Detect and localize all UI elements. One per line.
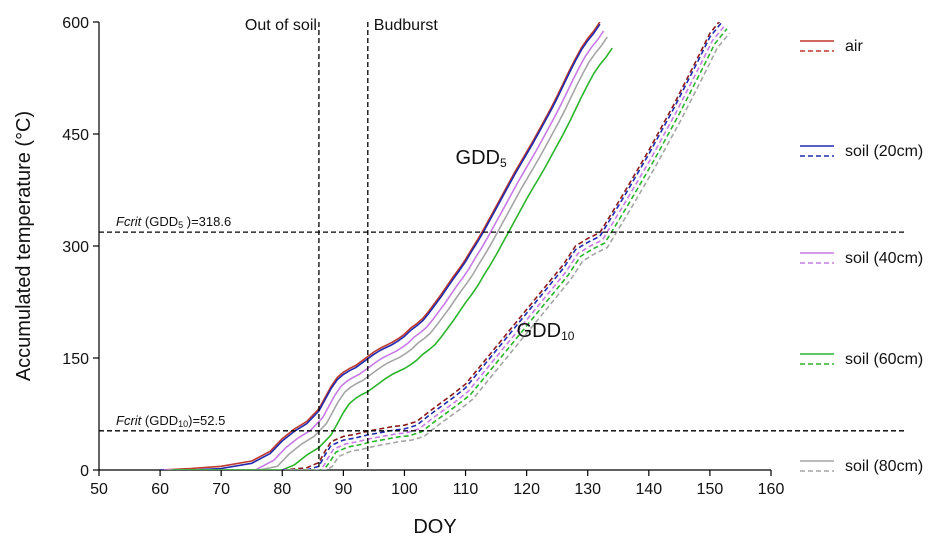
legend-label: soil (80cm)	[845, 458, 923, 475]
series-line-gdd5-soil-80cm	[167, 36, 608, 470]
x-axis-title: DOY	[413, 516, 456, 538]
series-line-gdd5-soil-20cm	[160, 23, 601, 470]
out-of-soil-label: Out of soil	[245, 17, 317, 34]
x-tick-label: 110	[453, 481, 479, 498]
group-label-gdd5: GDD5	[456, 147, 507, 170]
x-ticks: 50 60 70 80 90 100 110 120 130 140 150 160	[90, 470, 784, 498]
series-line-gdd5-soil-60cm	[172, 47, 613, 470]
group-label-gdd10: GDD10	[517, 320, 575, 343]
fcrit-sub: 10	[178, 419, 188, 429]
legend-label: soil (40cm)	[845, 250, 923, 267]
y-tick-label: 300	[62, 239, 89, 256]
axes	[98, 22, 771, 471]
x-tick-label: 80	[273, 481, 291, 498]
x-tick-label: 50	[90, 481, 108, 498]
fcrit-close: )=52.5	[188, 413, 225, 428]
y-tick-label: 600	[62, 15, 89, 32]
group-label-main: GDD	[517, 320, 561, 342]
fcrit-label-0: Fcrit (GDD5 )=318.6	[116, 214, 231, 230]
x-tick-label: 120	[513, 481, 540, 498]
x-tick-label: 150	[697, 481, 724, 498]
fcrit-open: (GDD	[141, 413, 178, 428]
x-tick-label: 160	[758, 481, 785, 498]
x-tick-label: 70	[212, 481, 230, 498]
fcrit-close: )=318.6	[183, 214, 231, 229]
series-line-gdd10-soil-40cm	[284, 25, 726, 470]
series-line-gdd5-soil-40cm	[163, 30, 605, 470]
fcrit-italic: Fcrit	[116, 413, 143, 428]
fcrit-open: (GDD	[141, 214, 178, 229]
legend-label: soil (20cm)	[845, 143, 923, 160]
group-label-sub: 10	[561, 329, 575, 343]
y-tick-label: 0	[80, 463, 89, 480]
x-tick-label: 60	[151, 481, 169, 498]
legend: air soil (20cm) soil (40cm) soil (60cm) soil…	[800, 38, 923, 475]
y-ticks: 0 150 300 450 600	[62, 15, 99, 480]
x-tick-label: 90	[334, 481, 352, 498]
y-tick-label: 450	[62, 127, 89, 144]
data-series	[160, 22, 731, 470]
fcrit-label-1: Fcrit (GDD10)=52.5	[116, 413, 225, 429]
series-line-gdd10-soil-80cm	[289, 32, 731, 470]
y-tick-label: 150	[62, 351, 89, 368]
y-axis-title: Accumulated temperature (°C)	[13, 111, 35, 381]
fcrit-sub: 5	[178, 220, 183, 230]
series-line-gdd10-soil-20cm	[282, 22, 723, 470]
group-label-main: GDD	[456, 147, 500, 169]
legend-label: air	[845, 38, 863, 55]
legend-label: soil (60cm)	[845, 351, 923, 368]
group-label-sub: 5	[500, 156, 507, 170]
budburst-label: Budburst	[374, 17, 439, 34]
fcrit-italic: Fcrit	[116, 214, 143, 229]
x-tick-label: 130	[574, 481, 601, 498]
series-line-gdd10-soil-60cm	[287, 28, 728, 470]
series-line-gdd5-air	[160, 22, 601, 470]
x-tick-label: 100	[391, 481, 418, 498]
x-tick-label: 140	[635, 481, 662, 498]
